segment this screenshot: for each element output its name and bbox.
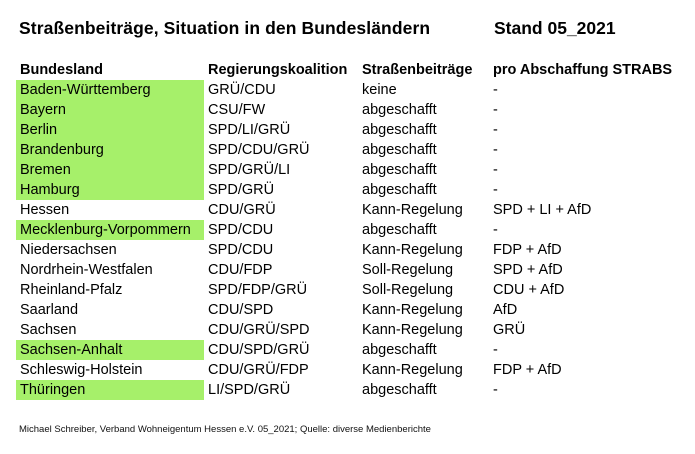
cell-pro-abschaffung: CDU + AfD: [493, 282, 565, 298]
cell-strassenbeitraege: abgeschafft: [362, 182, 437, 198]
column-header-strassenbeitraege: Straßenbeiträge: [362, 62, 473, 78]
cell-regierungskoalition: SPD/CDU: [208, 242, 274, 258]
cell-regierungskoalition: SPD/FDP/GRÜ: [208, 282, 308, 298]
cell-pro-abschaffung: FDP + AfD: [493, 362, 562, 378]
cell-pro-abschaffung: AfD: [493, 302, 518, 318]
cell-bundesland: Bremen: [16, 160, 204, 180]
cell-strassenbeitraege: keine: [362, 82, 397, 98]
cell-strassenbeitraege: abgeschafft: [362, 222, 437, 238]
cell-strassenbeitraege: abgeschafft: [362, 342, 437, 358]
cell-strassenbeitraege: Kann-Regelung: [362, 202, 463, 218]
table-row: Sachsen CDU/GRÜ/SPD Kann-Regelung GRÜ: [16, 320, 679, 340]
cell-pro-abschaffung: -: [493, 82, 498, 98]
table-row: Bayern CSU/FW abgeschafft -: [16, 100, 679, 120]
cell-bundesland: Hamburg: [16, 180, 204, 200]
cell-regierungskoalition: SPD/GRÜ: [208, 182, 275, 198]
table-row: Hessen CDU/GRÜ Kann-Regelung SPD + LI + AfD: [16, 200, 679, 220]
cell-bundesland: Brandenburg: [16, 140, 204, 160]
cell-pro-abschaffung: -: [493, 222, 498, 238]
cell-strassenbeitraege: Kann-Regelung: [362, 362, 463, 378]
cell-regierungskoalition: CDU/SPD: [208, 302, 274, 318]
table-row: Nordrhein-Westfalen CDU/FDP Soll-Regelung S…: [16, 260, 679, 280]
status-date: Stand 05_2021: [494, 18, 616, 38]
cell-regierungskoalition: CDU/GRÜ/SPD: [208, 322, 310, 338]
table-row: Schleswig-Holstein CDU/GRÜ/FDP Kann-Regelu…: [16, 360, 679, 380]
cell-bundesland: Thüringen: [16, 380, 204, 400]
cell-pro-abschaffung: GRÜ: [493, 322, 526, 338]
cell-bundesland: Saarland: [20, 302, 79, 318]
cell-pro-abschaffung: -: [493, 122, 498, 138]
cell-regierungskoalition: LI/SPD/GRÜ: [208, 382, 291, 398]
cell-bundesland: Sachsen-Anhalt: [16, 340, 204, 360]
cell-bundesland: Bayern: [16, 100, 204, 120]
cell-strassenbeitraege: abgeschafft: [362, 102, 437, 118]
cell-strassenbeitraege: abgeschafft: [362, 122, 437, 138]
cell-bundesland: Berlin: [16, 120, 204, 140]
cell-strassenbeitraege: Kann-Regelung: [362, 302, 463, 318]
table-header-row: Bundesland Regierungskoalition Straßenbe…: [16, 60, 679, 80]
table-row: Mecklenburg-Vorpommern SPD/CDU abgeschafft…: [16, 220, 679, 240]
cell-pro-abschaffung: -: [493, 142, 498, 158]
cell-regierungskoalition: CDU/FDP: [208, 262, 273, 278]
cell-bundesland: Hessen: [20, 202, 70, 218]
cell-regierungskoalition: CSU/FW: [208, 102, 266, 118]
cell-strassenbeitraege: abgeschafft: [362, 142, 437, 158]
cell-regierungskoalition: SPD/LI/GRÜ: [208, 122, 291, 138]
cell-bundesland: Niedersachsen: [20, 242, 117, 258]
cell-pro-abschaffung: -: [493, 102, 498, 118]
column-header-regierungskoalition: Regierungskoalition: [208, 62, 348, 78]
cell-bundesland: Nordrhein-Westfalen: [20, 262, 153, 278]
cell-regierungskoalition: GRÜ/CDU: [208, 82, 276, 98]
cell-strassenbeitraege: abgeschafft: [362, 162, 437, 178]
source-footer: Michael Schreiber, Verband Wohneigentum …: [19, 424, 431, 435]
table-row: Brandenburg SPD/CDU/GRÜ abgeschafft -: [16, 140, 679, 160]
cell-regierungskoalition: CDU/GRÜ/FDP: [208, 362, 309, 378]
cell-strassenbeitraege: Kann-Regelung: [362, 242, 463, 258]
table-row: Baden-Württemberg GRÜ/CDU keine -: [16, 80, 679, 100]
cell-bundesland: Schleswig-Holstein: [20, 362, 143, 378]
cell-pro-abschaffung: -: [493, 342, 498, 358]
cell-bundesland: Rheinland-Pfalz: [20, 282, 123, 298]
column-header-pro-abschaffung: pro Abschaffung STRABS: [493, 62, 673, 78]
cell-regierungskoalition: CDU/SPD/GRÜ: [208, 342, 310, 358]
table-row: Thüringen LI/SPD/GRÜ abgeschafft -: [16, 380, 679, 400]
table-row: Bremen SPD/GRÜ/LI abgeschafft -: [16, 160, 679, 180]
cell-pro-abschaffung: -: [493, 182, 498, 198]
column-header-bundesland: Bundesland: [20, 62, 103, 78]
cell-bundesland: Sachsen: [20, 322, 77, 338]
cell-strassenbeitraege: Soll-Regelung: [362, 282, 454, 298]
table-row: Niedersachsen SPD/CDU Kann-Regelung FDP + A…: [16, 240, 679, 260]
cell-regierungskoalition: SPD/GRÜ/LI: [208, 162, 291, 178]
states-table: Bundesland Regierungskoalition Straßenbe…: [16, 60, 679, 400]
cell-pro-abschaffung: SPD + LI + AfD: [493, 202, 592, 218]
cell-pro-abschaffung: -: [493, 382, 498, 398]
cell-regierungskoalition: CDU/GRÜ: [208, 202, 276, 218]
table-row: Hamburg SPD/GRÜ abgeschafft -: [16, 180, 679, 200]
table-row: Saarland CDU/SPD Kann-Regelung AfD: [16, 300, 679, 320]
cell-pro-abschaffung: -: [493, 162, 498, 178]
page-title: Straßenbeiträge, Situation in den Bundes…: [19, 18, 431, 38]
cell-pro-abschaffung: SPD + AfD: [493, 262, 563, 278]
cell-regierungskoalition: SPD/CDU/GRÜ: [208, 142, 310, 158]
table-row: Rheinland-Pfalz SPD/FDP/GRÜ Soll-Regelung C…: [16, 280, 679, 300]
cell-strassenbeitraege: abgeschafft: [362, 382, 437, 398]
table-row: Sachsen-Anhalt CDU/SPD/GRÜ abgeschafft -: [16, 340, 679, 360]
cell-pro-abschaffung: FDP + AfD: [493, 242, 562, 258]
cell-strassenbeitraege: Kann-Regelung: [362, 322, 463, 338]
cell-regierungskoalition: SPD/CDU: [208, 222, 274, 238]
cell-bundesland: Baden-Württemberg: [16, 80, 204, 100]
table-row: Berlin SPD/LI/GRÜ abgeschafft -: [16, 120, 679, 140]
cell-strassenbeitraege: Soll-Regelung: [362, 262, 454, 278]
cell-bundesland: Mecklenburg-Vorpommern: [16, 220, 204, 240]
